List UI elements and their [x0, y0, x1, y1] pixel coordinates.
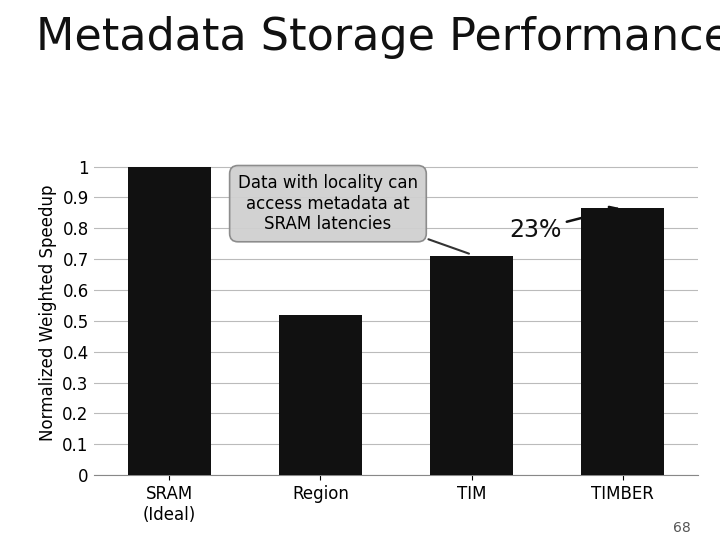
Y-axis label: Normalized Weighted Speedup: Normalized Weighted Speedup	[39, 185, 57, 442]
Bar	[127, 167, 211, 475]
Text: Data with locality can
access metadata at
SRAM latencies: Data with locality can access metadata a…	[238, 174, 469, 254]
Bar	[279, 315, 362, 475]
Text: Metadata Storage Performance: Metadata Storage Performance	[36, 16, 720, 59]
Bar	[430, 256, 513, 475]
Bar	[581, 208, 665, 475]
Text: 23%: 23%	[509, 207, 618, 242]
Text: 68: 68	[673, 521, 691, 535]
